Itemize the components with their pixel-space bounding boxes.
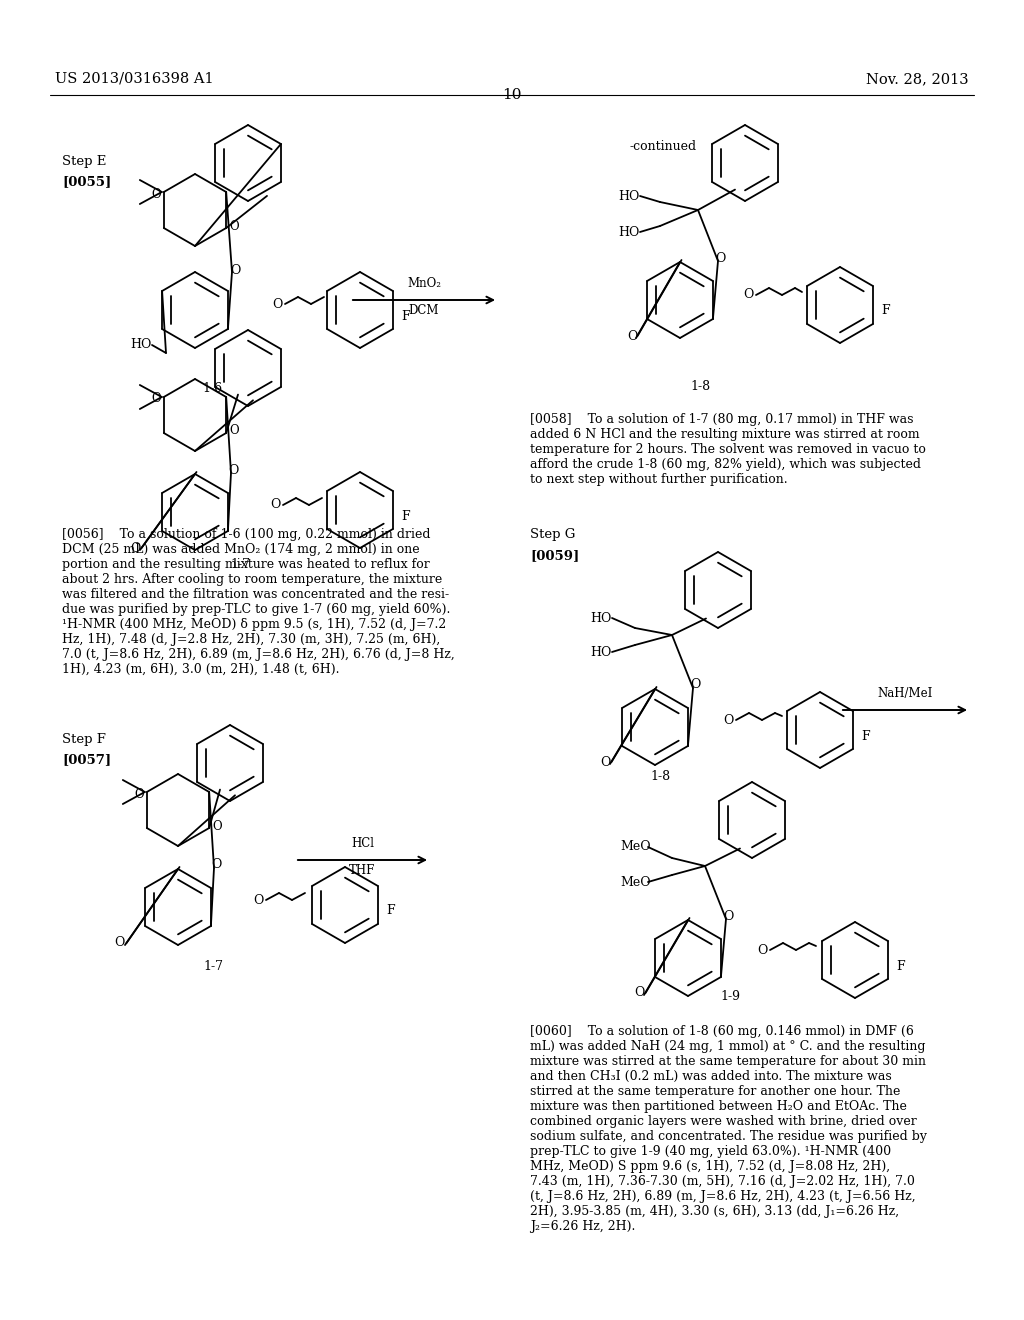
Text: O: O: [742, 289, 754, 301]
Text: [0059]: [0059]: [530, 549, 580, 562]
Text: Step F: Step F: [62, 733, 105, 746]
Text: [0056]    To a solution of 1-6 (100 mg, 0.22 mmol) in dried
DCM (25 mL) was adde: [0056] To a solution of 1-6 (100 mg, 0.2…: [62, 528, 455, 676]
Text: Step E: Step E: [62, 154, 106, 168]
Text: O: O: [152, 392, 162, 405]
Text: O: O: [229, 425, 239, 437]
Text: O: O: [690, 678, 700, 692]
Text: [0058]    To a solution of 1-7 (80 mg, 0.17 mmol) in THF was
added 6 N HCl and t: [0058] To a solution of 1-7 (80 mg, 0.17…: [530, 413, 926, 486]
Text: F: F: [881, 305, 890, 318]
Text: HO: HO: [590, 611, 611, 624]
Text: 1-7: 1-7: [203, 960, 223, 973]
Text: O: O: [627, 330, 637, 342]
Text: US 2013/0316398 A1: US 2013/0316398 A1: [55, 73, 214, 86]
Text: 10: 10: [502, 88, 522, 102]
Text: Step G: Step G: [530, 528, 575, 541]
Text: F: F: [896, 960, 904, 973]
Text: 1-7: 1-7: [230, 558, 250, 572]
Text: O: O: [269, 499, 281, 511]
Text: 1-8: 1-8: [650, 770, 670, 783]
Text: [0055]: [0055]: [62, 176, 112, 187]
Text: 1-8: 1-8: [690, 380, 710, 393]
Text: O: O: [723, 714, 733, 726]
Text: O: O: [757, 944, 767, 957]
Text: O: O: [229, 264, 241, 276]
Text: HCl: HCl: [351, 837, 374, 850]
Text: O: O: [114, 936, 124, 949]
Text: HO: HO: [618, 190, 639, 202]
Text: F: F: [861, 730, 869, 742]
Text: O: O: [715, 252, 725, 264]
Text: F: F: [401, 309, 410, 322]
Text: Nov. 28, 2013: Nov. 28, 2013: [866, 73, 969, 86]
Text: HO: HO: [130, 338, 152, 351]
Text: HO: HO: [618, 226, 639, 239]
Text: [0057]: [0057]: [62, 752, 112, 766]
Text: NaH/MeI: NaH/MeI: [878, 686, 933, 700]
Text: MnO₂: MnO₂: [407, 277, 441, 290]
Text: O: O: [227, 463, 239, 477]
Text: F: F: [401, 510, 410, 523]
Text: MeO: MeO: [620, 875, 650, 888]
Text: F: F: [386, 904, 394, 917]
Text: O: O: [135, 788, 144, 800]
Text: O: O: [130, 541, 140, 554]
Text: -continued: -continued: [630, 140, 697, 153]
Text: O: O: [600, 755, 610, 768]
Text: 1-6: 1-6: [203, 381, 223, 395]
Text: MeO: MeO: [620, 841, 650, 854]
Text: O: O: [634, 986, 644, 999]
Text: O: O: [152, 187, 162, 201]
Text: O: O: [212, 820, 222, 833]
Text: O: O: [723, 909, 733, 923]
Text: O: O: [211, 858, 221, 871]
Text: 1-9: 1-9: [720, 990, 740, 1003]
Text: DCM: DCM: [409, 304, 439, 317]
Text: THF: THF: [349, 865, 376, 876]
Text: HO: HO: [590, 645, 611, 659]
Text: O: O: [229, 219, 239, 232]
Text: [0060]    To a solution of 1-8 (60 mg, 0.146 mmol) in DMF (6
mL) was added NaH (: [0060] To a solution of 1-8 (60 mg, 0.14…: [530, 1026, 927, 1233]
Text: O: O: [271, 297, 283, 310]
Text: O: O: [253, 894, 263, 907]
